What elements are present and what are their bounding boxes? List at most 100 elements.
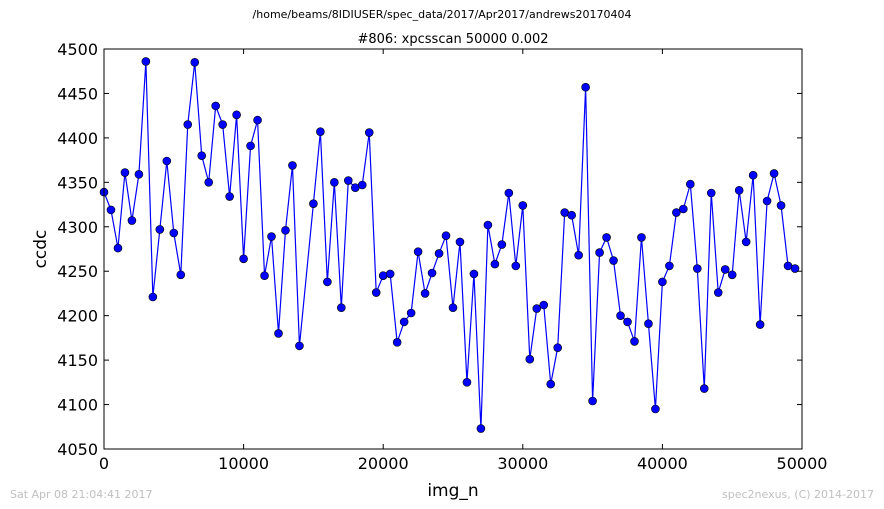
data-point: [392, 338, 402, 347]
data-point: [462, 378, 472, 387]
data-point: [441, 231, 451, 240]
y-tick-label: 4350: [57, 173, 98, 192]
data-point: [113, 243, 123, 253]
y-tick-label: 4500: [57, 40, 98, 59]
data-point: [769, 169, 779, 178]
data-point: [741, 237, 751, 247]
data-point: [385, 269, 395, 279]
y-tick-label: 4150: [57, 351, 98, 370]
data-point: [246, 141, 255, 151]
data-point: [106, 205, 116, 215]
data-point: [581, 82, 590, 92]
data-point: [357, 180, 367, 190]
data-point: [539, 300, 549, 310]
data-point: [518, 201, 528, 210]
data-point: [343, 176, 353, 185]
data-point: [134, 170, 144, 179]
data-point: [720, 265, 730, 274]
data-point: [309, 199, 318, 208]
data-point: [337, 303, 346, 312]
data-point: [141, 57, 151, 66]
data-point: [204, 178, 213, 187]
data-point: [637, 233, 646, 242]
data-point: [699, 384, 709, 393]
y-tick-label: 4050: [57, 440, 98, 459]
data-point: [406, 308, 416, 318]
x-tick-label: 20000: [358, 454, 409, 473]
data-point: [281, 226, 290, 235]
x-tick-label: 30000: [497, 454, 548, 473]
data-point: [658, 277, 667, 287]
data-point: [630, 337, 639, 346]
plot-frame: [103, 48, 803, 450]
data-point: [713, 288, 723, 297]
data-point: [378, 271, 388, 280]
data-point: [490, 259, 500, 269]
data-point: [455, 237, 465, 247]
data-point: [330, 178, 339, 187]
data-point: [190, 58, 200, 67]
data-point: [420, 289, 430, 298]
data-point: [567, 210, 576, 220]
data-point: [595, 248, 604, 257]
data-point: [239, 254, 248, 264]
data-point: [734, 186, 744, 195]
data-point: [511, 261, 521, 271]
data-point: [790, 264, 800, 273]
data-point: [483, 220, 493, 230]
data-point: [686, 179, 695, 189]
data-point: [364, 128, 374, 137]
data-point: [267, 232, 276, 241]
data-point: [504, 188, 514, 198]
data-point: [706, 188, 716, 198]
data-point: [469, 269, 479, 279]
y-axis-label: ccdc: [31, 230, 51, 269]
plot-area: [99, 57, 800, 433]
data-point: [588, 396, 597, 406]
data-point: [692, 264, 702, 273]
data-point: [413, 247, 423, 256]
x-tick-label: 10000: [218, 454, 269, 473]
data-point: [316, 127, 325, 136]
data-point: [476, 424, 486, 433]
data-point: [323, 277, 332, 287]
data-point: [197, 151, 207, 160]
axis-ticks: 0 10000 20000 30000 40000 50000 4050 4100 4150 42…: [57, 40, 827, 473]
data-point: [497, 240, 507, 249]
data-point: [727, 270, 737, 280]
data-point: [532, 304, 542, 313]
data-point: [288, 161, 297, 170]
y-tick-label: 4400: [57, 129, 98, 148]
data-point: [211, 101, 220, 111]
data-point: [679, 204, 688, 214]
data-point: [672, 208, 681, 217]
x-tick-label: 40000: [637, 454, 688, 473]
data-point: [127, 216, 137, 225]
data-point: [623, 317, 632, 327]
y-tick-label: 4300: [57, 218, 98, 237]
data-point: [169, 228, 179, 238]
y-tick-label: 4250: [57, 262, 98, 281]
data-point: [120, 168, 130, 177]
data-point: [183, 120, 193, 129]
y-tick-label: 4450: [57, 84, 98, 103]
data-point: [148, 292, 158, 302]
data-point: [762, 196, 772, 206]
data-point: [448, 303, 458, 312]
data-point: [574, 250, 583, 260]
data-point: [162, 156, 172, 166]
data-point: [225, 192, 234, 201]
credit-text: spec2nexus, (C) 2014-2017: [722, 488, 874, 501]
data-point: [232, 110, 241, 120]
data-point: [427, 268, 437, 278]
chart-title: #806: xpcsscan 50000 0.002: [357, 32, 548, 47]
data-point: [525, 354, 535, 364]
data-point: [218, 120, 227, 129]
data-point: [295, 341, 304, 351]
data-point: [665, 261, 674, 271]
data-point: [748, 170, 758, 180]
data-point: [260, 271, 269, 280]
data-point: [644, 319, 653, 328]
data-point: [253, 115, 262, 125]
figure-suptitle: /home/beams/8IDIUSER/spec_data/2017/Apr2…: [252, 8, 632, 21]
